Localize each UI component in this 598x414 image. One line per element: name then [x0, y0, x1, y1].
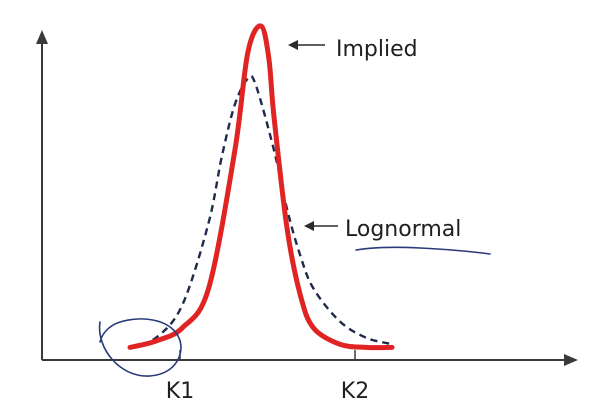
- x-axis-arrow: [564, 354, 578, 366]
- series-lognormal-line: [129, 74, 393, 349]
- series-implied-line: [127, 23, 395, 351]
- handwritten-circle-mark: [98, 318, 182, 377]
- lognormal-annotation-label: Lognormal: [345, 217, 461, 242]
- y-axis-arrow: [36, 30, 48, 44]
- implied-annotation-label: Implied: [336, 37, 418, 62]
- handwritten-underline-mark: [355, 246, 491, 255]
- implied-annotation-arrow-head: [288, 40, 298, 50]
- lognormal-annotation-arrow-head: [304, 221, 314, 231]
- x-tick-label-k2: K2: [341, 379, 369, 404]
- x-tick-label-k1: K1: [166, 379, 194, 404]
